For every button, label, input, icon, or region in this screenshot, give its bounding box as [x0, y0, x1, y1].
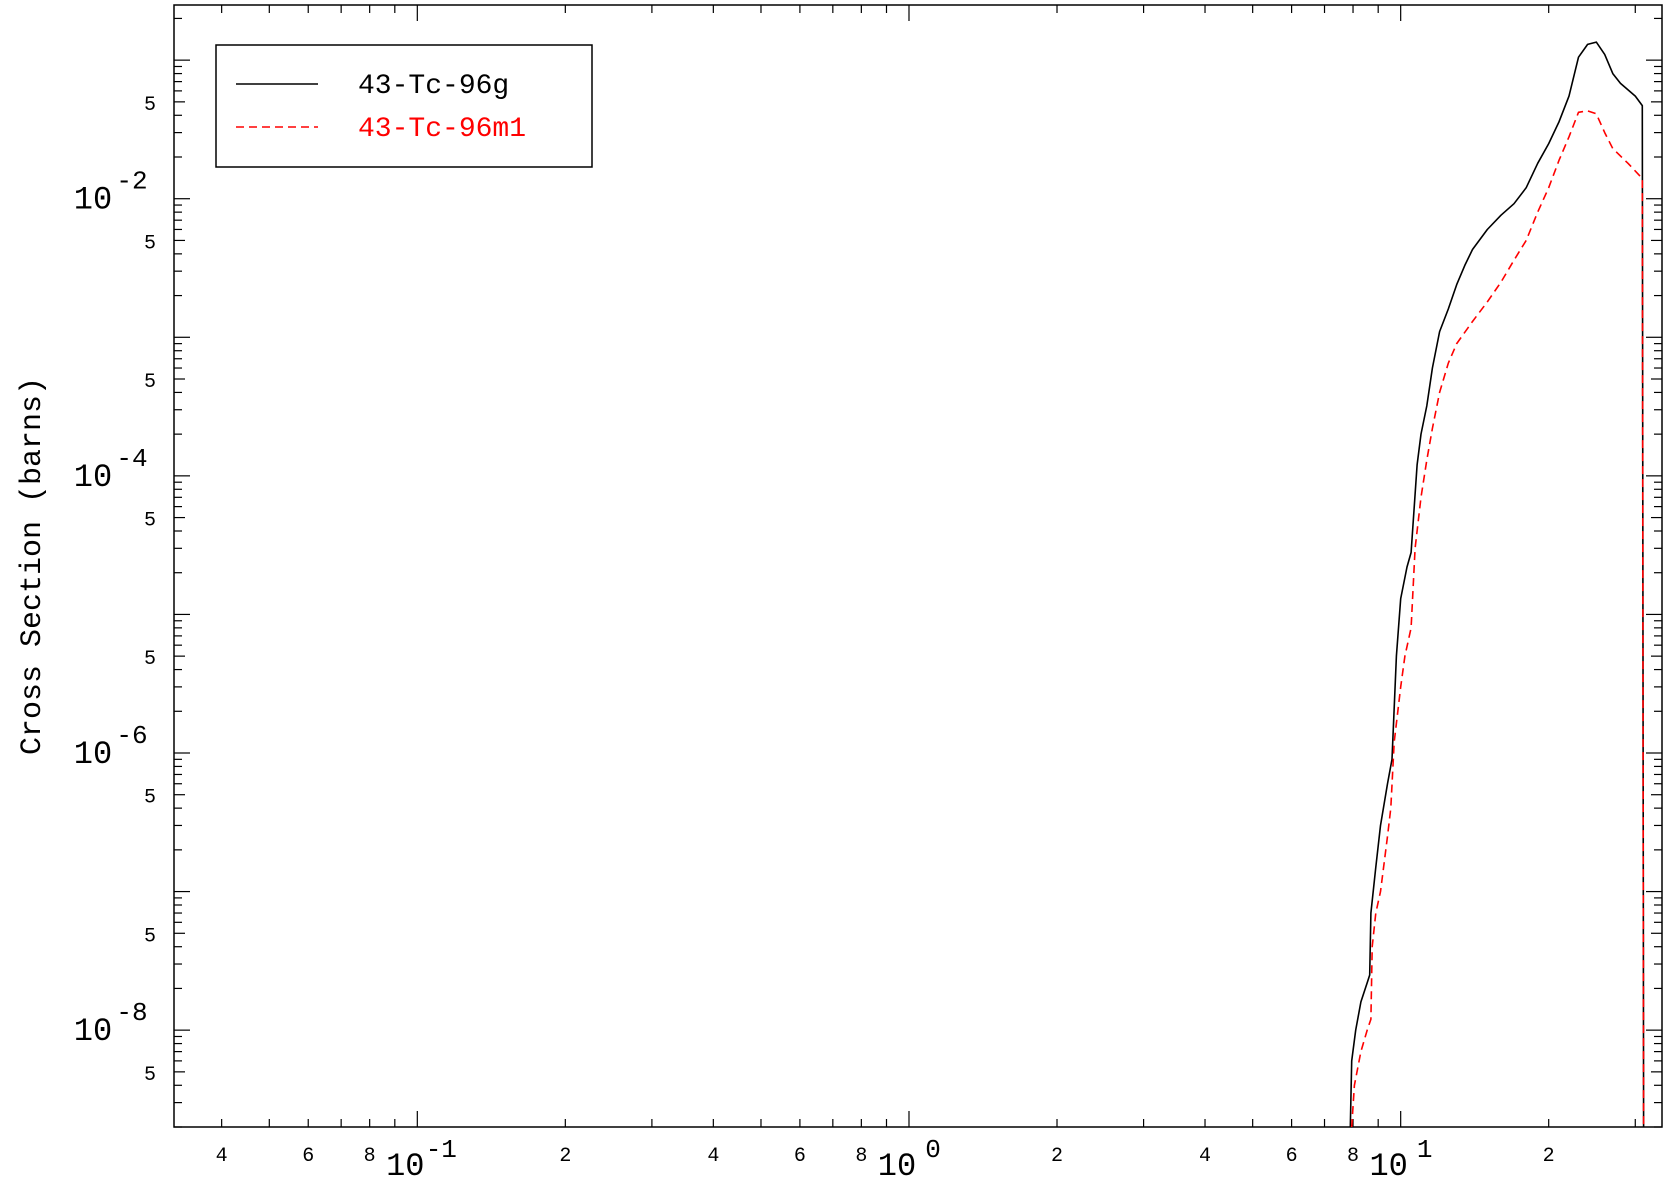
series-line-43-tc-96g: [1349, 41, 1645, 1128]
x-minor-tick-label: 6: [794, 1145, 806, 1168]
legend-box: [215, 44, 593, 168]
y-minor-tick-label: 5: [144, 510, 156, 533]
y-decade-label-exp: -6: [116, 721, 147, 751]
x-decade-label-base: 10: [1369, 1148, 1407, 1185]
x-decade-label-exp: 0: [925, 1135, 941, 1165]
y-decade-label-base: 10: [74, 459, 112, 496]
x-minor-tick-label: 8: [364, 1145, 376, 1168]
x-minor-tick-label: 4: [707, 1145, 719, 1168]
legend: 43-Tc-96g 43-Tc-96m1: [215, 44, 593, 168]
y-decade-label-base: 10: [74, 182, 112, 219]
y-minor-tick-label: 5: [144, 925, 156, 948]
y-decade-label-exp: -4: [116, 444, 147, 474]
y-minor-tick-label: 5: [144, 1064, 156, 1087]
plot-frame: [173, 4, 1663, 1128]
y-decade-label-base: 10: [74, 1013, 112, 1050]
tick-labels: 10 -1 10 0 10 14 6 8 2 4 6 8 2 4 6 8 210-210-410 -610-855…: [74, 94, 1555, 1185]
x-minor-tick-label: 4: [216, 1145, 228, 1168]
x-minor-tick-label: 8: [1347, 1145, 1359, 1168]
x-minor-tick-label: 2: [1543, 1145, 1555, 1168]
x-minor-tick-label: 8: [855, 1145, 867, 1168]
x-minor-tick-label: 6: [302, 1145, 314, 1168]
y-minor-tick-label: 5: [144, 232, 156, 255]
y-minor-tick-label: 5: [144, 371, 156, 394]
x-decade-label-exp: 1: [1417, 1135, 1433, 1165]
y-decade-label-exp: -8: [116, 998, 147, 1028]
y-minor-tick-label: 5: [144, 94, 156, 117]
y-decade-label-exp: -2: [116, 167, 147, 197]
legend-label-43-tc-96m1: 43-Tc-96m1: [358, 114, 526, 145]
y-decade-label-base: 10: [74, 736, 112, 773]
series-layer: [1349, 41, 1645, 1128]
x-decade-label-base: 10: [878, 1148, 916, 1185]
y-minor-tick-label: 5: [144, 787, 156, 810]
x-minor-tick-label: 6: [1286, 1145, 1298, 1168]
legend-label-43-tc-96g: 43-Tc-96g: [358, 71, 509, 102]
x-minor-tick-label: 2: [1051, 1145, 1063, 1168]
x-decade-label-exp: -1: [426, 1135, 457, 1165]
x-minor-tick-label: 4: [1199, 1145, 1211, 1168]
series-line-43-tc-96m1: [1350, 110, 1645, 1128]
x-minor-tick-label: 2: [559, 1145, 571, 1168]
axis-ticks: [174, 5, 1662, 1128]
x-decade-label-base: 10: [386, 1148, 424, 1185]
y-minor-tick-label: 5: [144, 648, 156, 671]
y-axis-label: Cross Section (barns): [16, 377, 50, 755]
